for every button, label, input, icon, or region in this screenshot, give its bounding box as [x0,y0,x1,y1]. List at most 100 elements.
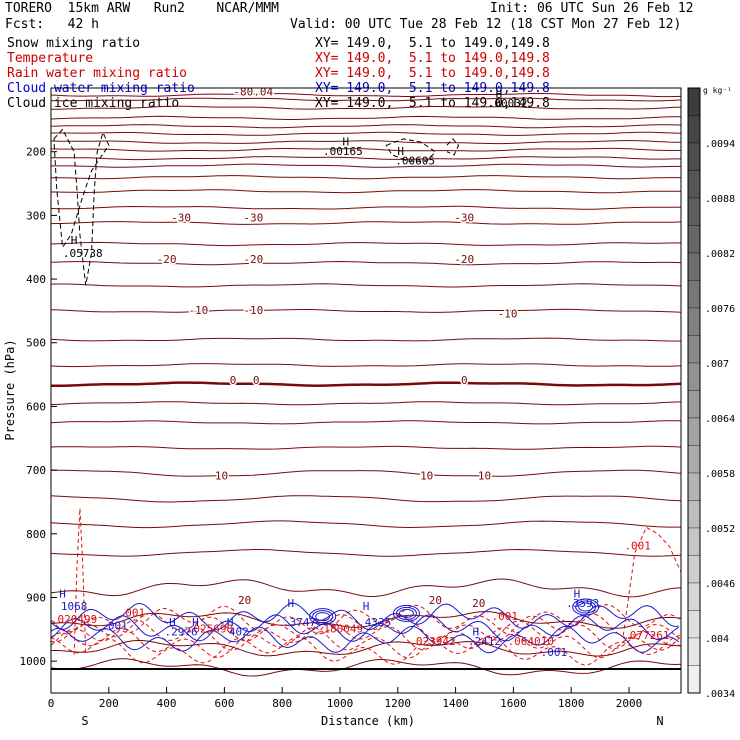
colorbar-swatch [687,87,701,116]
isotherm [50,105,682,110]
cloud-water-contour [575,600,597,614]
x-tick-label: 800 [272,697,292,710]
x-axis: 0 200 400 600 800 1000 1200 1400 1600 1800 2000 [48,687,643,710]
isotherm [50,115,681,120]
y-tick-label: 300 [26,209,46,222]
isotherm [51,175,681,180]
colorbar-frame [687,87,701,694]
field-xy-temperature: XY= 149.0, 5.1 to 149.0,149.8 [315,51,550,66]
colorbar-swatch [687,445,701,474]
rain-label: .077261 [623,629,669,642]
snow-contour [385,138,437,162]
y-tick-label: 800 [26,528,46,541]
colorbar-swatch [687,390,701,419]
colorbar-label: .0052 [705,524,735,535]
colorbar-swatch [687,307,701,336]
colorbar-swatch [687,362,701,391]
isotherm [50,401,682,406]
field-xy-rain: XY= 149.0, 5.1 to 149.0,149.8 [315,66,550,81]
isotherm-label: -20 [454,253,474,266]
x-tick-label: 200 [99,697,119,710]
cloud-water-label: H [288,597,295,610]
colorbar-label: .0058 [705,469,735,480]
cloud-water-contour [392,604,420,622]
isotherm [50,420,682,425]
cloud-water-contours [50,598,679,654]
isotherm-label: 0 [253,374,260,387]
cloud-water-label: .001 [541,646,568,659]
isotherm [50,611,682,629]
isotherm [50,124,682,129]
isotherm [50,445,682,450]
cloud-water-label: H [169,616,176,629]
isotherm [50,469,682,477]
isotherm [50,147,682,152]
plot-frame [50,87,682,694]
cloud-water-contour [395,606,417,620]
x-tick-label: 2000 [616,697,643,710]
cloud-water-label: .2976 [164,626,197,639]
cloud-water-contour [50,625,679,654]
y-tick-label: 600 [26,400,46,413]
colorbar-label: .0034 [705,689,735,700]
x-tick-label: 1600 [500,697,527,710]
isotherm-label: -20 [157,253,177,266]
forecast-hour: Fcst: 42 h [5,17,99,32]
isotherm-label: 10 [478,470,491,483]
rain-label: .020499 [51,613,97,626]
x-tick-label: 1800 [558,697,585,710]
isotherm-label: -30 [243,212,263,225]
field-name-snow: Snow mixing ratio [7,36,141,51]
isotherm [50,221,682,225]
isotherm-label: 0 [461,374,468,387]
x-tick-label: 1200 [385,697,412,710]
y-tick-label: 1000 [20,655,47,668]
cloud-water-contour [578,602,594,612]
rain-contour [50,634,680,666]
isotherm [50,495,682,503]
snow-label: H [397,145,404,158]
isotherm-lines [50,93,682,677]
x-tick-label: 0 [48,697,55,710]
cloud-water-contour [50,602,679,631]
field-name-temperature: Temperature [7,51,94,66]
colorbar-swatch [687,142,701,171]
y-tick-label: 400 [26,273,46,286]
isotherm [50,97,682,102]
north-label: N [656,714,663,728]
colorbar-swatch [687,472,701,501]
y-tick-label: 200 [26,146,46,159]
isotherm [51,163,681,168]
isotherm-label: 20 [429,594,442,607]
y-tick-label: 900 [26,591,46,604]
isotherm [50,283,682,288]
colorbar-swatch [687,555,701,584]
isotherm-label: 10 [420,470,433,483]
colorbar-label: .0082 [705,249,735,260]
isotherm [50,260,682,266]
colorbar-swatch [687,170,701,199]
snow-label: H [496,88,503,101]
colorbar-label: .0076 [705,304,735,315]
isotherm-label: 10 [215,470,228,483]
snow-contour [53,128,110,286]
cloud-water-contour [315,612,331,622]
colorbar-swatch [687,637,701,666]
cloud-water-contour [572,598,600,616]
colorbar-swatch [687,500,701,529]
cloud-water-label: 1068 [61,600,88,613]
colorbar-swatch [687,335,701,364]
colorbar-units: g kg⁻¹ [703,86,732,95]
x-tick-label: 1400 [442,697,469,710]
isotherm-label: -10 [243,304,263,317]
isotherm [50,241,682,247]
field-xy-snow: XY= 149.0, 5.1 to 149.0,149.8 [315,36,550,51]
isotherm [50,337,682,342]
cloud-water-label: 402 [229,626,249,639]
snow-contour [446,138,460,156]
init-time: Init: 06 UTC Sun 26 Feb 12 [490,1,694,16]
colorbar-swatch [687,225,701,254]
rain-label: .025698 [187,623,233,636]
isotherm [50,578,682,598]
colorbar-swatch [687,197,701,226]
